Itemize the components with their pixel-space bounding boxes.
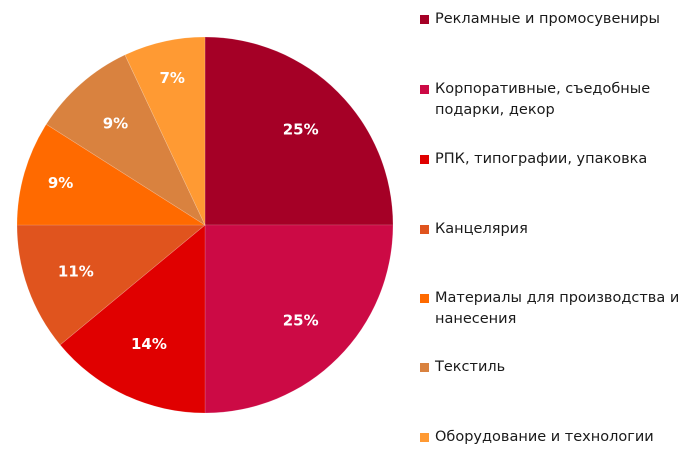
legend-item-materials: Материалы для производства и нанесения <box>420 288 690 330</box>
legend-swatch-icon <box>420 433 429 442</box>
slice-percent-label: 11% <box>58 262 94 280</box>
legend-label: Канцелярия <box>435 221 528 237</box>
legend-item-equipment: Оборудование и технологии <box>420 427 685 448</box>
pie-slice <box>204 36 394 226</box>
legend-swatch-icon <box>420 85 429 94</box>
slice-percent-label: 14% <box>131 335 167 353</box>
legend-item-corporate: Корпоративные, съедобные подарки, декор <box>420 79 660 121</box>
slice-percent-label: 9% <box>103 114 128 132</box>
legend-label: РПК, типографии, упаковка <box>435 151 648 167</box>
pie-chart: 25% 25% 14% 11% 9% 9% 7% <box>16 36 394 414</box>
pie-slice <box>16 123 207 226</box>
legend-item-promo: Рекламные и промосувениры <box>420 9 685 30</box>
slice-percent-label: 25% <box>283 120 319 138</box>
legend-label: Материалы для производства и нанесения <box>435 290 680 327</box>
legend-label: Оборудование и технологии <box>435 429 654 445</box>
pie-slice <box>16 224 206 346</box>
legend-label: Текстиль <box>435 359 506 375</box>
legend-swatch-icon <box>420 15 429 24</box>
pie-slice <box>59 224 206 414</box>
legend-item-print: РПК, типографии, упаковка <box>420 149 685 170</box>
slice-percent-label: 9% <box>48 174 73 192</box>
legend-swatch-icon <box>420 294 429 303</box>
slice-percent-label: 7% <box>159 69 184 87</box>
legend-label: Корпоративные, съедобные подарки, декор <box>435 81 651 118</box>
legend-swatch-icon <box>420 155 429 164</box>
pie-slice <box>204 224 394 414</box>
legend-item-stationery: Канцелярия <box>420 219 685 240</box>
pie-slice <box>45 54 206 226</box>
legend-item-textile: Текстиль <box>420 357 685 378</box>
legend-label: Рекламные и промосувениры <box>435 11 660 27</box>
legend-swatch-icon <box>420 225 429 234</box>
pie-slice <box>124 36 206 226</box>
slice-percent-label: 25% <box>283 312 319 330</box>
legend-swatch-icon <box>420 363 429 372</box>
